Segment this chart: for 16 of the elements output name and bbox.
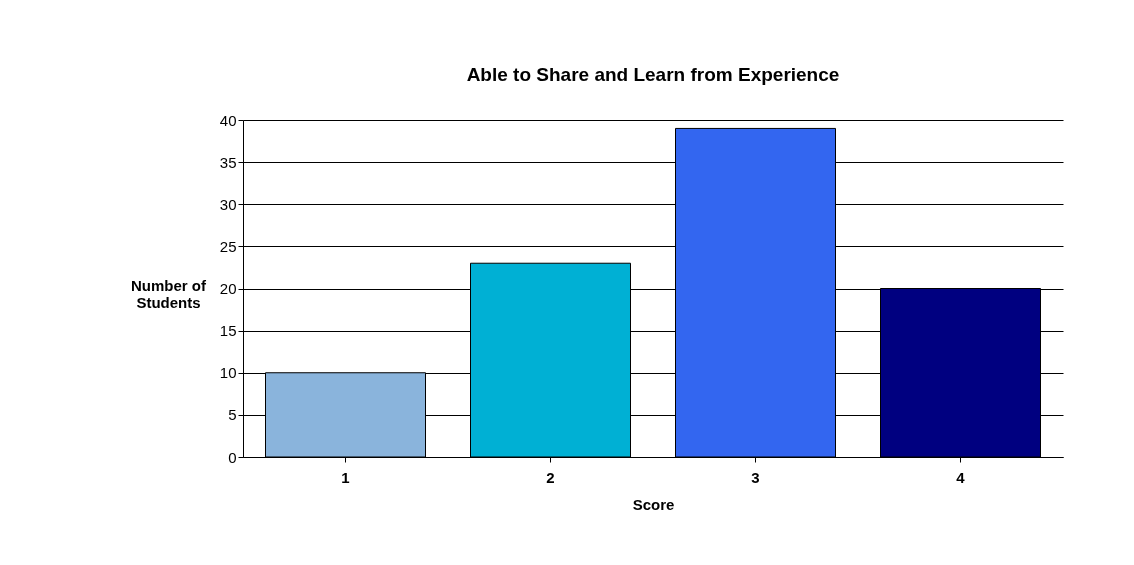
y-tick-label: 40 (219, 111, 237, 129)
x-tick-label: 2 (546, 468, 555, 486)
x-axis-title: Score (632, 495, 675, 513)
x-tick-label: 4 (956, 468, 966, 486)
x-tick-label: 1 (341, 468, 350, 486)
y-axis-title: Number of Students (131, 276, 207, 311)
y-tick-label: 0 (228, 448, 237, 466)
y-tick-label: 20 (219, 280, 237, 297)
y-tick-label: 15 (219, 322, 237, 340)
x-tick-label: 3 (751, 468, 760, 486)
y-tick-label: 10 (219, 364, 237, 382)
y-tick-label: 25 (219, 237, 237, 255)
chart-title: Able to Share and Learn from Experience (466, 64, 840, 85)
y-tick-label: 30 (219, 195, 237, 213)
y-tick-label: 35 (219, 153, 237, 171)
y-tick-label: 5 (228, 406, 237, 424)
